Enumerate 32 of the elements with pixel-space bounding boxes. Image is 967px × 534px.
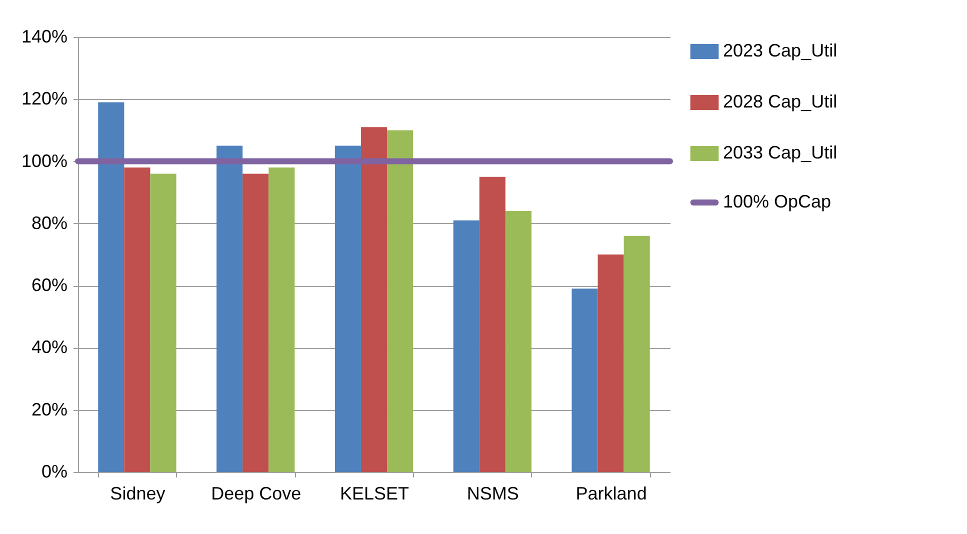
bar — [598, 254, 624, 472]
y-tick-label: 80% — [31, 212, 68, 233]
x-tick-label: Deep Cove — [211, 484, 302, 504]
bar — [268, 168, 295, 472]
bar — [479, 176, 506, 472]
bar — [572, 288, 598, 472]
bar — [242, 174, 269, 472]
bar — [453, 220, 480, 472]
bar — [216, 146, 243, 472]
y-tick-label: 20% — [31, 399, 68, 420]
y-tick-label: 100% — [21, 150, 68, 171]
bar — [624, 236, 650, 472]
bar — [150, 174, 176, 472]
legend-label: 100% OpCap — [723, 192, 832, 212]
y-tick-label: 40% — [31, 337, 68, 358]
bar — [360, 127, 388, 472]
y-tick-label: 0% — [41, 462, 68, 482]
y-tick-label: 120% — [21, 88, 68, 109]
bar — [124, 168, 150, 472]
bar — [387, 130, 414, 472]
x-tick-label: NSMS — [466, 484, 519, 504]
bar — [505, 211, 532, 472]
legend-label: 2028 Cap_Util — [723, 92, 838, 112]
x-tick-label: Sidney — [110, 484, 166, 504]
bar — [98, 102, 124, 472]
legend-label: 2023 Cap_Util — [723, 40, 838, 60]
bar — [334, 146, 361, 472]
x-tick-label: KELSET — [340, 484, 410, 504]
x-tick-label: Parkland — [576, 484, 647, 504]
legend-label: 2033 Cap_Util — [723, 142, 838, 162]
y-tick-label: 140% — [21, 26, 68, 46]
y-tick-label: 60% — [31, 275, 68, 296]
